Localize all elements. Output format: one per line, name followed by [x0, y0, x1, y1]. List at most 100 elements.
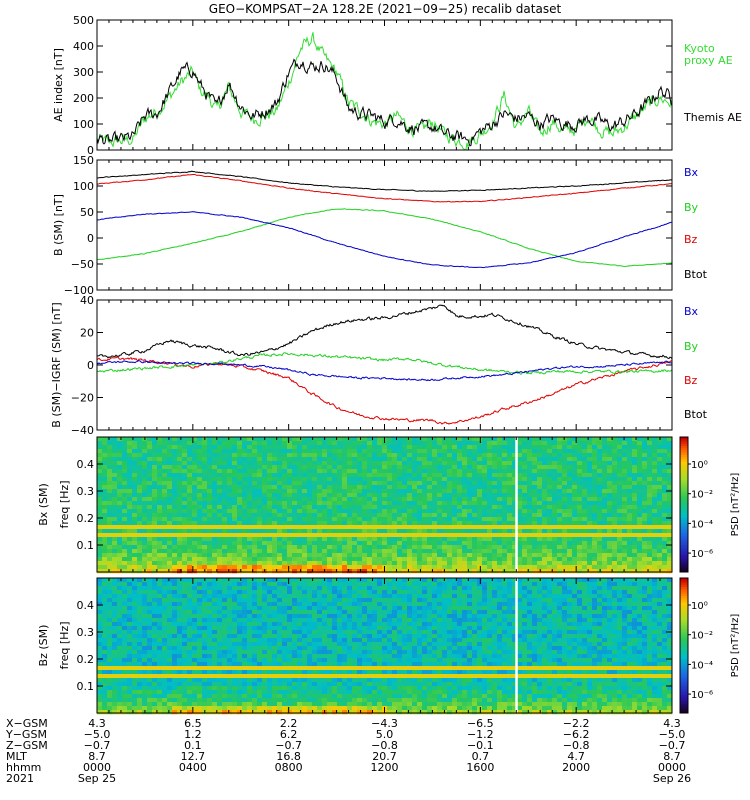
- psd-cell: [97, 710, 103, 715]
- psd-cell: [532, 493, 538, 498]
- psd-cell: [192, 493, 198, 498]
- psd-cell: [277, 529, 283, 534]
- psd-cell: [337, 477, 343, 482]
- colorbar-swatch: [680, 450, 688, 454]
- psd-cell: [97, 521, 103, 526]
- psd-cell: [267, 473, 273, 478]
- psd-cell: [582, 485, 588, 490]
- colorbar-swatch: [680, 479, 688, 483]
- psd-cell: [197, 533, 203, 538]
- psd-cell: [467, 481, 473, 486]
- psd-cell: [477, 569, 483, 574]
- psd-cell: [517, 533, 523, 538]
- psd-cell: [272, 525, 278, 530]
- psd-cell: [397, 509, 403, 514]
- psd-cell: [332, 485, 338, 490]
- psd-cell: [622, 469, 628, 474]
- psd-cell: [607, 457, 613, 462]
- psd-cell: [227, 497, 233, 502]
- psd-cell: [372, 533, 378, 538]
- psd-cell: [257, 465, 263, 470]
- psd-cell: [637, 505, 643, 510]
- psd-cell: [287, 497, 293, 502]
- psd-cell: [617, 561, 623, 566]
- colorbar-swatch: [680, 529, 688, 532]
- psd-cell: [232, 473, 238, 478]
- psd-cell: [617, 525, 623, 530]
- psd-cell: [387, 465, 393, 470]
- psd-cell: [657, 489, 663, 494]
- psd-cell: [252, 497, 258, 502]
- psd-cell: [392, 521, 398, 526]
- psd-cell: [317, 477, 323, 482]
- psd-cell: [457, 537, 463, 542]
- psd-cell: [347, 453, 353, 458]
- psd-cell: [517, 545, 523, 550]
- psd-cell: [337, 485, 343, 490]
- psd-cell: [602, 469, 608, 474]
- psd-cell: [432, 473, 438, 478]
- psd-cell: [397, 557, 403, 562]
- psd-cell: [477, 513, 483, 518]
- psd-cell: [522, 453, 528, 458]
- psd-cell: [517, 553, 523, 558]
- psd-cell: [347, 513, 353, 518]
- psd-cell: [127, 545, 133, 550]
- colorbar-swatch: [680, 484, 688, 487]
- psd-cell: [252, 525, 258, 530]
- psd-cell: [507, 521, 513, 526]
- psd-cell: [617, 533, 623, 538]
- psd-cell: [147, 453, 153, 458]
- psd-cell: [232, 557, 238, 562]
- psd-cell: [132, 686, 138, 691]
- psd-cell: [102, 702, 108, 707]
- psd-cell: [317, 517, 323, 522]
- psd-cell: [582, 457, 588, 462]
- psd-cell: [407, 521, 413, 526]
- psd-cell: [307, 529, 313, 534]
- psd-cell: [187, 485, 193, 490]
- psd-cell: [102, 626, 108, 631]
- psd-cell: [207, 565, 213, 570]
- psd-cell: [112, 578, 118, 583]
- psd-cell: [292, 489, 298, 494]
- psd-cell: [157, 485, 163, 490]
- psd-cell: [132, 497, 138, 502]
- psd-cell: [592, 533, 598, 538]
- psd-cell: [282, 461, 288, 466]
- psd-cell: [362, 509, 368, 514]
- psd-cell: [457, 485, 463, 490]
- psd-cell: [292, 565, 298, 570]
- psd-cell: [427, 505, 433, 510]
- psd-cell: [597, 453, 603, 458]
- y-tick-label-2: −40: [71, 424, 94, 437]
- psd-cell: [272, 481, 278, 486]
- psd-cell: [472, 565, 478, 570]
- psd-cell: [547, 537, 553, 542]
- psd-cell: [152, 473, 158, 478]
- psd-cell: [232, 553, 238, 558]
- psd-cell: [617, 537, 623, 542]
- psd-cell: [482, 533, 488, 538]
- psd-cell: [172, 457, 178, 462]
- psd-cell: [157, 686, 163, 691]
- psd-cell: [477, 549, 483, 554]
- psd-cell: [497, 561, 503, 566]
- psd-cell: [147, 565, 153, 570]
- psd-cell: [567, 533, 573, 538]
- psd-cell: [657, 517, 663, 522]
- psd-cell: [587, 477, 593, 482]
- psd-cell: [317, 505, 323, 510]
- psd-cell: [537, 569, 543, 574]
- psd-cell: [477, 497, 483, 502]
- psd-cell: [142, 529, 148, 534]
- psd-cell: [137, 678, 143, 683]
- psd-cell: [337, 565, 343, 570]
- psd-cell: [357, 557, 363, 562]
- psd-cell: [302, 545, 308, 550]
- psd-cell: [612, 541, 618, 546]
- psd-cell: [147, 662, 153, 667]
- psd-cell: [152, 493, 158, 498]
- psd-cell: [487, 481, 493, 486]
- psd-cell: [497, 521, 503, 526]
